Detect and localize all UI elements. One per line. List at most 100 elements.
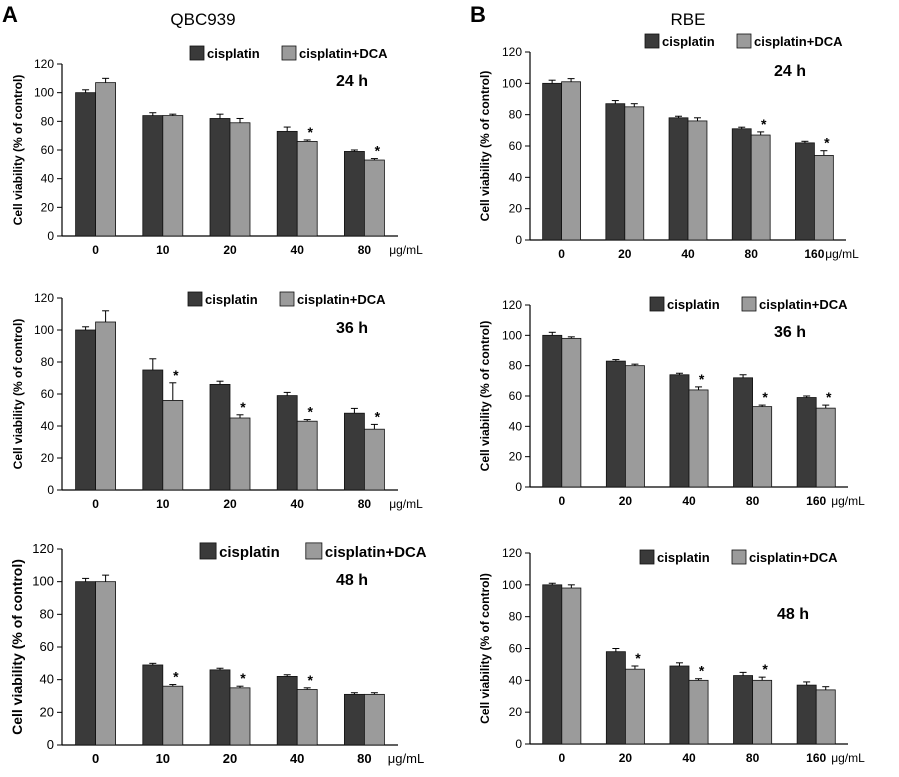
bar-cisplatin: [731, 128, 752, 241]
bar-cisplatin: [276, 395, 298, 491]
x-tick-label: 0: [92, 751, 99, 766]
y-tick-label: 40: [41, 172, 55, 186]
legend: cisplatin cisplatin+DCA: [649, 296, 848, 312]
x-unit-label: μg/mL: [389, 243, 423, 257]
bar-cisplatin: [733, 675, 754, 745]
y-tick-label: 120: [502, 298, 522, 312]
x-tick-label: 20: [223, 497, 237, 511]
bar-cisplatin: [276, 676, 298, 746]
significance-star: *: [824, 135, 830, 151]
legend-swatch-cisplatin: [649, 296, 665, 312]
legend: cisplatin cisplatin+DCA: [639, 549, 838, 565]
panel-title-rbe: RBE: [671, 10, 706, 29]
y-tick-label: 0: [47, 737, 54, 752]
significance-star: *: [307, 124, 313, 140]
bar-cisplatin: [605, 103, 626, 241]
y-tick-label: 80: [40, 606, 54, 621]
bar-cisplatin-dca: [162, 399, 184, 491]
legend-label-cisplatin-dca: cisplatin+DCA: [325, 544, 427, 561]
bar-cisplatin: [668, 117, 689, 241]
significance-star: *: [173, 669, 179, 685]
timepoint-label: 36 h: [336, 320, 368, 337]
bar-cisplatin-dca: [625, 365, 645, 488]
legend-swatch-cisplatin-dca: [279, 291, 295, 307]
bar-cisplatin: [209, 383, 231, 491]
x-tick-label: 10: [156, 243, 170, 257]
bar-cisplatin-dca: [296, 689, 318, 746]
x-tick-label: 0: [558, 751, 565, 765]
bar-cisplatin: [669, 374, 690, 488]
bar-cisplatin: [142, 369, 164, 491]
y-axis-label: Cell viability (% of control): [11, 75, 25, 226]
bar-cisplatin: [209, 118, 231, 237]
bar-cisplatin-dca: [814, 154, 834, 241]
legend-label-cisplatin: cisplatin: [662, 34, 715, 49]
chart-rbe-36h: 0 20 40 60 80 100 120 Cell viability (% of cont…: [478, 296, 865, 508]
x-tick-label: 10: [156, 497, 170, 511]
x-tick-label: 0: [92, 497, 99, 511]
x-tick-label: 0: [558, 247, 565, 261]
significance-star: *: [762, 389, 768, 405]
x-tick-label: 80: [746, 751, 760, 765]
legend-swatch-cisplatin: [187, 291, 203, 307]
legend: cisplatin cisplatin+DCA: [189, 45, 388, 61]
x-tick-label: 80: [746, 494, 760, 508]
bar-cisplatin: [796, 684, 817, 745]
bar-cisplatin-dca: [296, 140, 318, 237]
y-tick-label: 120: [34, 291, 54, 305]
bar-cisplatin: [209, 669, 231, 746]
bar-cisplatin-dca: [363, 693, 385, 746]
bar-cisplatin: [542, 334, 563, 488]
timepoint-label: 24 h: [774, 63, 806, 80]
legend-label-cisplatin: cisplatin: [207, 46, 260, 61]
bar-cisplatin-dca: [687, 120, 708, 241]
y-tick-label: 0: [515, 480, 522, 494]
timepoint-label: 48 h: [336, 572, 368, 589]
legend: cisplatin cisplatin+DCA: [187, 291, 386, 307]
bar-cisplatin-dca: [363, 428, 385, 491]
y-tick-label: 100: [34, 86, 54, 100]
legend-swatch-cisplatin-dca: [741, 296, 757, 312]
y-tick-label: 0: [47, 483, 54, 497]
legend-label-cisplatin-dca: cisplatin+DCA: [759, 297, 848, 312]
significance-star: *: [375, 408, 381, 424]
y-tick-label: 120: [502, 546, 522, 560]
y-tick-label: 40: [41, 419, 55, 433]
y-axis-label: Cell viability (% of control): [9, 559, 25, 735]
significance-star: *: [173, 367, 179, 383]
bar-cisplatin: [669, 665, 690, 745]
bar-cisplatin-dca: [363, 159, 385, 237]
bar-cisplatin-dca: [561, 587, 582, 745]
legend-label-cisplatin-dca: cisplatin+DCA: [297, 292, 386, 307]
bar-cisplatin: [75, 92, 96, 237]
x-tick-label: 20: [619, 494, 633, 508]
legend-swatch-cisplatin: [639, 549, 655, 565]
significance-star: *: [699, 663, 705, 679]
bar-cisplatin-dca: [561, 81, 581, 241]
bar-cisplatin-dca: [752, 406, 773, 488]
legend-swatch-cisplatin-dca: [305, 542, 323, 560]
bar-cisplatin: [75, 581, 96, 746]
bar-cisplatin-dca: [688, 679, 709, 745]
bar-cisplatin-dca: [95, 82, 116, 237]
legend-swatch-cisplatin-dca: [281, 45, 297, 61]
y-tick-label: 60: [509, 642, 523, 656]
bar-cisplatin-dca: [688, 389, 709, 488]
x-unit-label: μg/mL: [831, 751, 865, 765]
y-tick-label: 0: [515, 233, 522, 247]
legend-swatch-cisplatin-dca: [731, 549, 747, 565]
y-axis-label: Cell viability (% of control): [478, 573, 492, 724]
y-tick-label: 40: [509, 673, 523, 687]
x-tick-label: 20: [223, 751, 237, 766]
x-tick-label: 40: [682, 751, 696, 765]
bar-cisplatin-dca: [750, 134, 771, 241]
bar-cisplatin: [605, 360, 626, 488]
bar-cisplatin: [75, 329, 96, 491]
bar-cisplatin-dca: [229, 687, 251, 746]
y-tick-label: 40: [40, 672, 54, 687]
significance-star: *: [826, 389, 832, 405]
panel-letter-a: A: [2, 2, 18, 27]
significance-star: *: [761, 116, 767, 132]
x-tick-label: 160: [806, 494, 826, 508]
